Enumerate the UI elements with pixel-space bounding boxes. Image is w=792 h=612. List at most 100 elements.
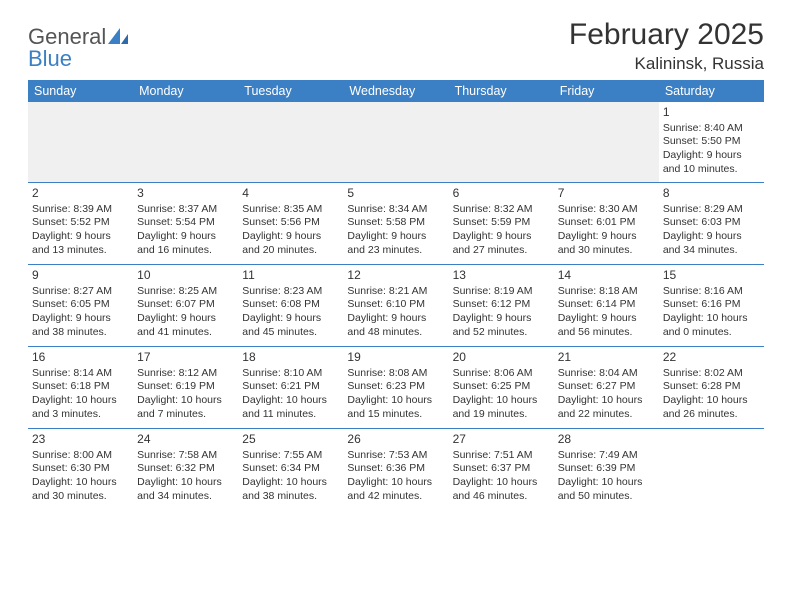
day-number: 4 bbox=[242, 186, 339, 202]
daylight-text: Daylight: 9 hours bbox=[32, 230, 129, 244]
sunrise-text: Sunrise: 8:34 AM bbox=[347, 203, 444, 217]
daylight-text: and 7 minutes. bbox=[137, 408, 234, 422]
sunset-text: Sunset: 6:30 PM bbox=[32, 462, 129, 476]
sunrise-text: Sunrise: 8:40 AM bbox=[663, 122, 760, 136]
sunset-text: Sunset: 6:19 PM bbox=[137, 380, 234, 394]
sunrise-text: Sunrise: 8:19 AM bbox=[453, 285, 550, 299]
daylight-text: Daylight: 9 hours bbox=[347, 230, 444, 244]
sunset-text: Sunset: 6:16 PM bbox=[663, 298, 760, 312]
daylight-text: Daylight: 9 hours bbox=[32, 312, 129, 326]
sunset-text: Sunset: 6:05 PM bbox=[32, 298, 129, 312]
calendar-week-row: 1Sunrise: 8:40 AMSunset: 5:50 PMDaylight… bbox=[28, 102, 764, 183]
daylight-text: and 22 minutes. bbox=[558, 408, 655, 422]
daylight-text: and 30 minutes. bbox=[32, 490, 129, 504]
sunset-text: Sunset: 5:59 PM bbox=[453, 216, 550, 230]
daylight-text: and 11 minutes. bbox=[242, 408, 339, 422]
calendar-cell: 6Sunrise: 8:32 AMSunset: 5:59 PMDaylight… bbox=[449, 183, 554, 265]
sunrise-text: Sunrise: 8:18 AM bbox=[558, 285, 655, 299]
calendar-cell bbox=[554, 102, 659, 183]
calendar-cell: 14Sunrise: 8:18 AMSunset: 6:14 PMDayligh… bbox=[554, 265, 659, 347]
calendar-week-row: 2Sunrise: 8:39 AMSunset: 5:52 PMDaylight… bbox=[28, 183, 764, 265]
sunrise-text: Sunrise: 8:04 AM bbox=[558, 367, 655, 381]
month-title: February 2025 bbox=[569, 18, 764, 52]
daylight-text: Daylight: 10 hours bbox=[137, 394, 234, 408]
daylight-text: Daylight: 9 hours bbox=[558, 312, 655, 326]
day-number: 9 bbox=[32, 268, 129, 284]
sunset-text: Sunset: 6:37 PM bbox=[453, 462, 550, 476]
daylight-text: and 16 minutes. bbox=[137, 244, 234, 258]
sunset-text: Sunset: 5:58 PM bbox=[347, 216, 444, 230]
sunset-text: Sunset: 5:54 PM bbox=[137, 216, 234, 230]
daylight-text: Daylight: 9 hours bbox=[663, 230, 760, 244]
sunrise-text: Sunrise: 7:49 AM bbox=[558, 449, 655, 463]
sunset-text: Sunset: 6:25 PM bbox=[453, 380, 550, 394]
daylight-text: and 56 minutes. bbox=[558, 326, 655, 340]
day-number: 23 bbox=[32, 432, 129, 448]
sunrise-text: Sunrise: 8:10 AM bbox=[242, 367, 339, 381]
calendar-page: GeneralBlue February 2025 Kalininsk, Rus… bbox=[0, 0, 792, 511]
sunrise-text: Sunrise: 8:00 AM bbox=[32, 449, 129, 463]
day-number: 13 bbox=[453, 268, 550, 284]
calendar-header-row: Sunday Monday Tuesday Wednesday Thursday… bbox=[28, 80, 764, 102]
daylight-text: and 10 minutes. bbox=[663, 163, 760, 177]
calendar-cell: 5Sunrise: 8:34 AMSunset: 5:58 PMDaylight… bbox=[343, 183, 448, 265]
daylight-text: Daylight: 10 hours bbox=[558, 476, 655, 490]
calendar-cell: 15Sunrise: 8:16 AMSunset: 6:16 PMDayligh… bbox=[659, 265, 764, 347]
day-number: 20 bbox=[453, 350, 550, 366]
daylight-text: Daylight: 9 hours bbox=[453, 312, 550, 326]
daylight-text: and 34 minutes. bbox=[137, 490, 234, 504]
sunset-text: Sunset: 5:56 PM bbox=[242, 216, 339, 230]
calendar-cell: 13Sunrise: 8:19 AMSunset: 6:12 PMDayligh… bbox=[449, 265, 554, 347]
calendar-cell: 25Sunrise: 7:55 AMSunset: 6:34 PMDayligh… bbox=[238, 429, 343, 511]
daylight-text: Daylight: 10 hours bbox=[242, 476, 339, 490]
sunset-text: Sunset: 5:52 PM bbox=[32, 216, 129, 230]
day-number: 2 bbox=[32, 186, 129, 202]
brand-name: GeneralBlue bbox=[28, 26, 128, 70]
calendar-cell: 19Sunrise: 8:08 AMSunset: 6:23 PMDayligh… bbox=[343, 347, 448, 429]
day-number: 21 bbox=[558, 350, 655, 366]
calendar-cell: 7Sunrise: 8:30 AMSunset: 6:01 PMDaylight… bbox=[554, 183, 659, 265]
col-friday: Friday bbox=[554, 80, 659, 102]
daylight-text: Daylight: 9 hours bbox=[242, 312, 339, 326]
sunset-text: Sunset: 6:12 PM bbox=[453, 298, 550, 312]
sunrise-text: Sunrise: 8:08 AM bbox=[347, 367, 444, 381]
sunrise-text: Sunrise: 8:32 AM bbox=[453, 203, 550, 217]
day-number: 7 bbox=[558, 186, 655, 202]
daylight-text: Daylight: 10 hours bbox=[347, 476, 444, 490]
day-number: 1 bbox=[663, 105, 760, 121]
sunset-text: Sunset: 6:36 PM bbox=[347, 462, 444, 476]
daylight-text: Daylight: 10 hours bbox=[663, 394, 760, 408]
day-number: 22 bbox=[663, 350, 760, 366]
sunset-text: Sunset: 6:21 PM bbox=[242, 380, 339, 394]
calendar-cell: 10Sunrise: 8:25 AMSunset: 6:07 PMDayligh… bbox=[133, 265, 238, 347]
col-thursday: Thursday bbox=[449, 80, 554, 102]
daylight-text: Daylight: 10 hours bbox=[32, 476, 129, 490]
calendar-cell: 1Sunrise: 8:40 AMSunset: 5:50 PMDaylight… bbox=[659, 102, 764, 183]
sunrise-text: Sunrise: 8:30 AM bbox=[558, 203, 655, 217]
col-sunday: Sunday bbox=[28, 80, 133, 102]
sunrise-text: Sunrise: 8:29 AM bbox=[663, 203, 760, 217]
calendar-cell bbox=[343, 102, 448, 183]
sunset-text: Sunset: 6:14 PM bbox=[558, 298, 655, 312]
calendar-cell: 23Sunrise: 8:00 AMSunset: 6:30 PMDayligh… bbox=[28, 429, 133, 511]
col-saturday: Saturday bbox=[659, 80, 764, 102]
location-label: Kalininsk, Russia bbox=[569, 54, 764, 74]
brand-logo: GeneralBlue bbox=[28, 18, 128, 70]
day-number: 17 bbox=[137, 350, 234, 366]
day-number: 28 bbox=[558, 432, 655, 448]
day-number: 15 bbox=[663, 268, 760, 284]
sunset-text: Sunset: 6:32 PM bbox=[137, 462, 234, 476]
brand-part-2: Blue bbox=[28, 46, 72, 71]
sunset-text: Sunset: 6:01 PM bbox=[558, 216, 655, 230]
daylight-text: Daylight: 9 hours bbox=[242, 230, 339, 244]
day-number: 5 bbox=[347, 186, 444, 202]
calendar-cell: 22Sunrise: 8:02 AMSunset: 6:28 PMDayligh… bbox=[659, 347, 764, 429]
calendar-cell: 3Sunrise: 8:37 AMSunset: 5:54 PMDaylight… bbox=[133, 183, 238, 265]
day-number: 24 bbox=[137, 432, 234, 448]
calendar-body: 1Sunrise: 8:40 AMSunset: 5:50 PMDaylight… bbox=[28, 102, 764, 511]
daylight-text: and 45 minutes. bbox=[242, 326, 339, 340]
calendar-cell bbox=[28, 102, 133, 183]
day-number: 3 bbox=[137, 186, 234, 202]
calendar-cell: 28Sunrise: 7:49 AMSunset: 6:39 PMDayligh… bbox=[554, 429, 659, 511]
sunset-text: Sunset: 6:23 PM bbox=[347, 380, 444, 394]
